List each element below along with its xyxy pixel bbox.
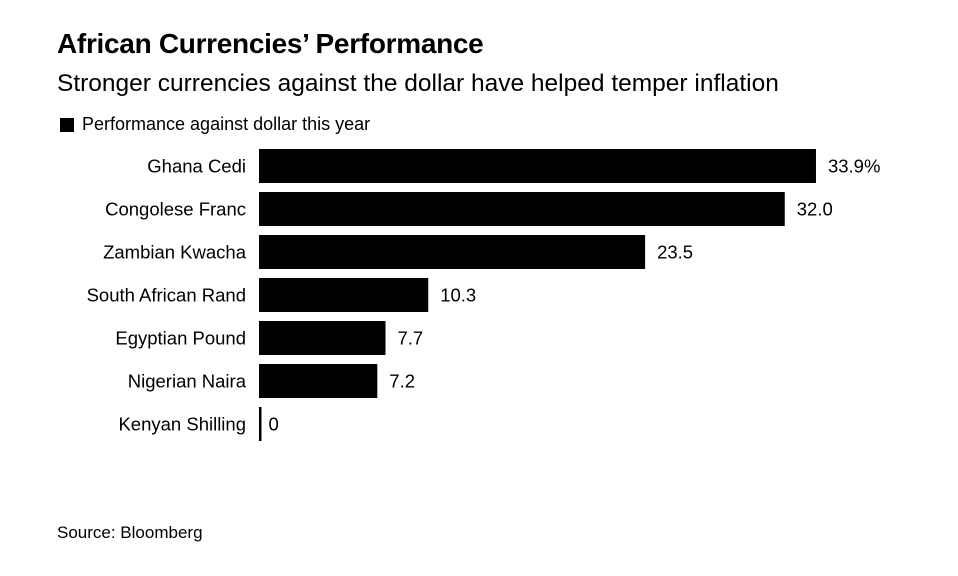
legend-label: Performance against dollar this year xyxy=(82,114,371,134)
category-label: Zambian Kwacha xyxy=(103,242,247,263)
category-label: South African Rand xyxy=(87,285,246,306)
bar-nigerian-naira xyxy=(259,364,378,398)
data-label: 23.5 xyxy=(657,242,693,263)
data-label: 0 xyxy=(269,414,279,435)
data-label: 32.0 xyxy=(797,199,833,220)
chart-title: African Currencies’ Performance xyxy=(57,28,484,59)
data-label: 33.9% xyxy=(828,156,880,177)
bar-zambian-kwacha xyxy=(259,235,646,269)
bar-south-african-rand xyxy=(259,278,429,312)
category-label: Egyptian Pound xyxy=(115,328,246,349)
bar-ghana-cedi xyxy=(259,149,816,183)
source-note: Source: Bloomberg xyxy=(57,523,203,542)
data-label: 7.2 xyxy=(389,371,415,392)
bar-egyptian-pound xyxy=(259,321,386,355)
bar-kenyan-shilling xyxy=(259,407,262,441)
category-label: Congolese Franc xyxy=(105,199,246,220)
legend: Performance against dollar this year xyxy=(60,114,370,135)
category-label: Kenyan Shilling xyxy=(118,414,246,435)
data-label: 7.7 xyxy=(398,328,424,349)
chart-subtitle: Stronger currencies against the dollar h… xyxy=(57,70,779,97)
data-label: 10.3 xyxy=(440,285,476,306)
category-label: Ghana Cedi xyxy=(147,156,246,177)
bar-congolese-franc xyxy=(259,192,785,226)
category-label: Nigerian Naira xyxy=(128,371,247,392)
legend-swatch xyxy=(60,117,74,132)
